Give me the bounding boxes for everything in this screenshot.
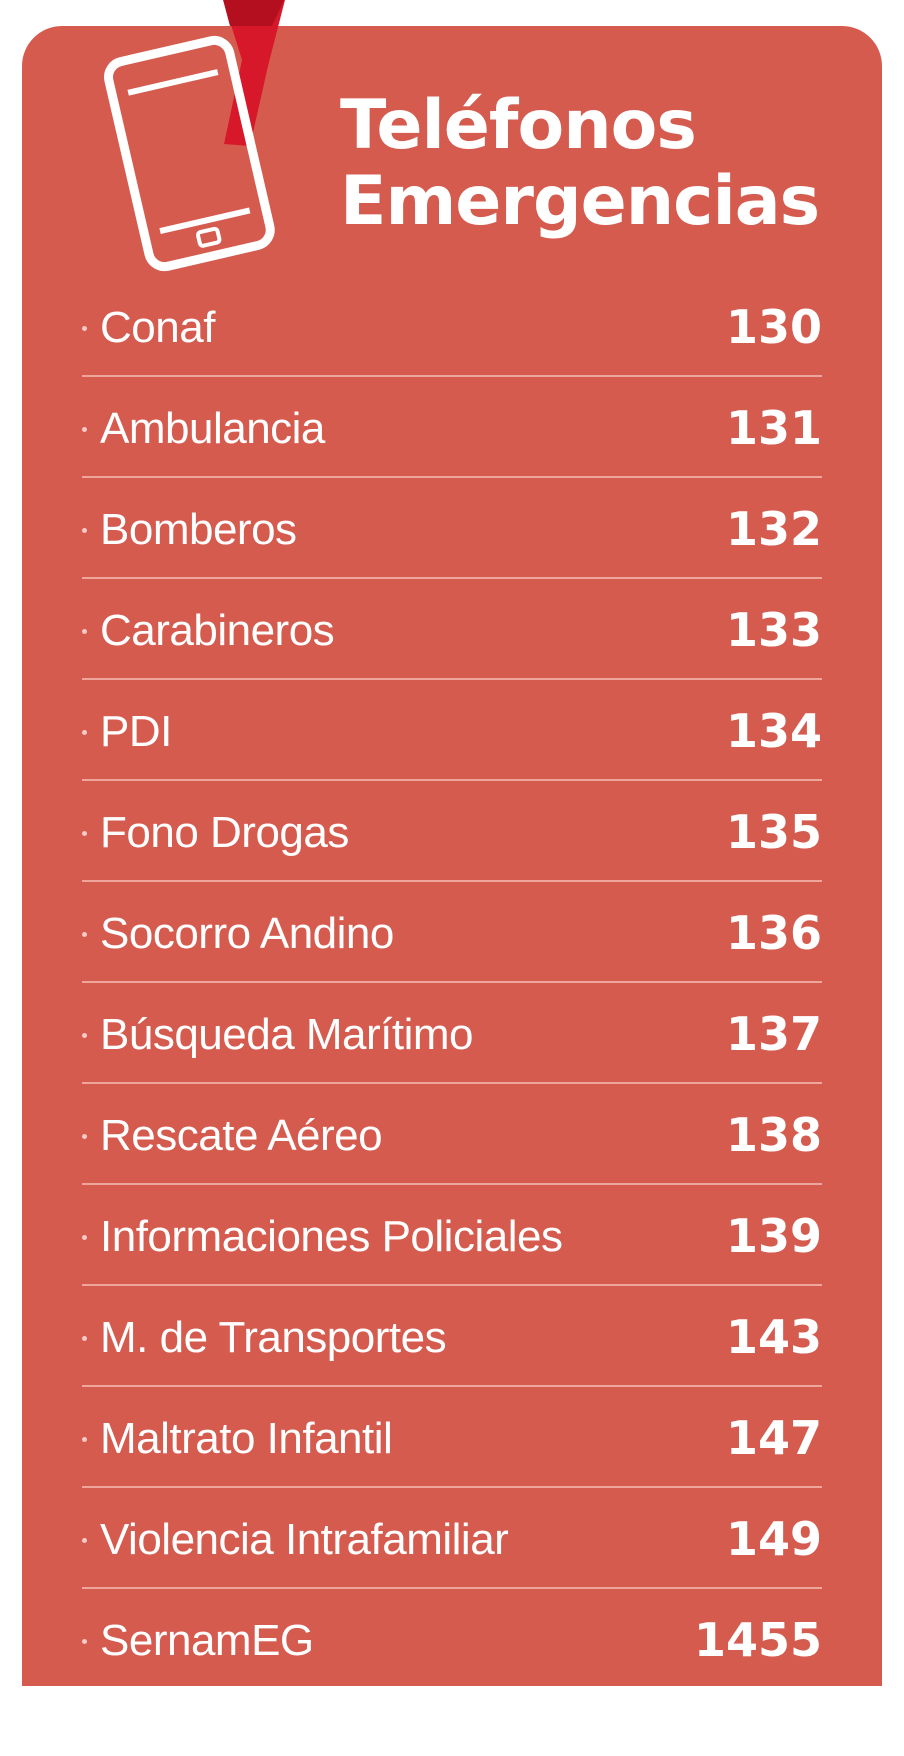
contact-number: 131 (725, 401, 822, 455)
contact-name: Carabineros (100, 606, 335, 655)
contact-name: Socorro Andino (100, 909, 394, 958)
emergency-phones-card: Teléfonos Emergencias Conaf 130 Ambulanc… (22, 0, 882, 1686)
emergency-numbers-list: Conaf 130 Ambulancia 131 Bomberos 132 Ca… (22, 276, 882, 1690)
bullet-dot (82, 1336, 87, 1341)
bullet-dot (82, 1538, 87, 1543)
list-item: Fono Drogas 135 (82, 781, 822, 882)
contact-number: 130 (725, 300, 822, 354)
contact-number: 132 (725, 502, 822, 556)
contact-number: 136 (725, 906, 822, 960)
contact-number: 137 (725, 1007, 822, 1061)
phone-icon (104, 0, 285, 272)
contact-name: Fono Drogas (100, 808, 349, 857)
bullet-dot (82, 528, 87, 533)
bullet-dot (82, 1134, 87, 1139)
contact-name: Bomberos (100, 505, 297, 554)
bullet-dot (82, 932, 87, 937)
list-item: Maltrato Infantil 147 (82, 1387, 822, 1488)
contact-name: PDI (100, 707, 172, 756)
contact-name: Violencia Intrafamiliar (100, 1515, 509, 1564)
bullet-dot (82, 1639, 87, 1644)
contact-number: 147 (725, 1411, 822, 1465)
list-item: M. de Transportes 143 (82, 1286, 822, 1387)
list-item: Rescate Aéreo 138 (82, 1084, 822, 1185)
contact-number: 134 (725, 704, 822, 758)
bullet-dot (82, 1437, 87, 1442)
bullet-dot (82, 1235, 87, 1240)
bullet-dot (82, 427, 87, 432)
bullet-dot (82, 730, 87, 735)
bullet-dot (82, 629, 87, 634)
contact-number: 1455 (693, 1613, 822, 1667)
list-item: Búsqueda Marítimo 137 (82, 983, 822, 1084)
contact-name: M. de Transportes (100, 1313, 447, 1362)
contact-number: 135 (725, 805, 822, 859)
list-item: Socorro Andino 136 (82, 882, 822, 983)
bullet-dot (82, 831, 87, 836)
contact-number: 149 (725, 1512, 822, 1566)
list-item: Violencia Intrafamiliar 149 (82, 1488, 822, 1589)
contact-name: Ambulancia (100, 404, 325, 453)
title-line-2: Emergencias (340, 162, 820, 241)
page-title: Teléfonos Emergencias (340, 86, 820, 241)
contact-name: Informaciones Policiales (100, 1212, 563, 1261)
list-item: PDI 134 (82, 680, 822, 781)
list-item: Bomberos 132 (82, 478, 822, 579)
bullet-dot (82, 326, 87, 331)
contact-name: Búsqueda Marítimo (100, 1010, 474, 1059)
list-item: SernamEG 1455 (82, 1589, 822, 1690)
contact-number: 133 (725, 603, 822, 657)
contact-number: 138 (725, 1108, 822, 1162)
contact-name: SernamEG (100, 1616, 314, 1665)
list-item: Ambulancia 131 (82, 377, 822, 478)
contact-name: Conaf (100, 303, 215, 352)
contact-number: 139 (725, 1209, 822, 1263)
title-line-1: Teléfonos (340, 86, 697, 165)
contact-number: 143 (725, 1310, 822, 1364)
contact-name: Rescate Aéreo (100, 1111, 383, 1160)
list-item: Conaf 130 (82, 276, 822, 377)
list-item: Carabineros 133 (82, 579, 822, 680)
contact-name: Maltrato Infantil (100, 1414, 393, 1463)
bullet-dot (82, 1033, 87, 1038)
list-item: Informaciones Policiales 139 (82, 1185, 822, 1286)
